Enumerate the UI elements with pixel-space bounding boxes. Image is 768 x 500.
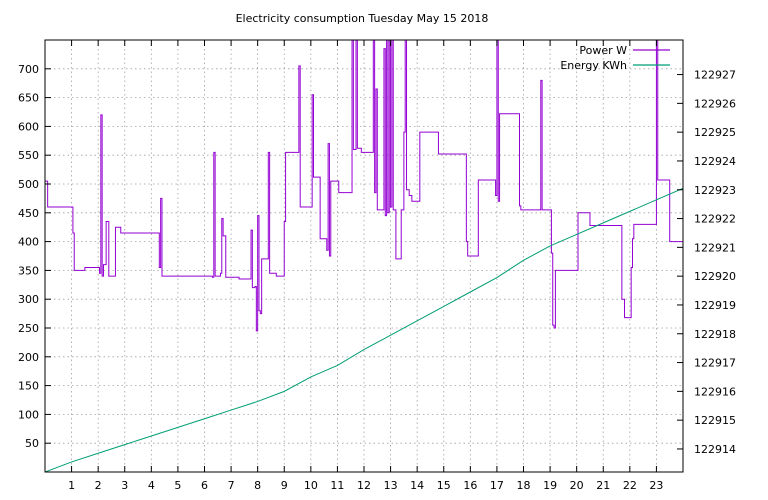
x-tick-label: 16	[463, 479, 477, 492]
x-tick-label: 18	[517, 479, 531, 492]
legend-label-power: Power W	[579, 44, 627, 57]
y2-tick-label: 122927	[694, 69, 736, 82]
y-tick-label: 600	[18, 120, 39, 133]
y-tick-label: 100	[18, 408, 39, 421]
x-tick-label: 1	[68, 479, 75, 492]
y2-tick-label: 122919	[694, 299, 736, 312]
x-tick-label: 11	[330, 479, 344, 492]
x-tick-label: 8	[254, 479, 261, 492]
x-tick-label: 5	[174, 479, 181, 492]
y2-tick-label: 122917	[694, 357, 736, 370]
y-tick-label: 150	[18, 380, 39, 393]
x-tick-label: 15	[437, 479, 451, 492]
y2-tick-label: 122920	[694, 270, 736, 283]
x-tick-label: 23	[649, 479, 663, 492]
y-tick-label: 700	[18, 63, 39, 76]
x-tick-label: 7	[228, 479, 235, 492]
y-tick-label: 450	[18, 207, 39, 220]
y-tick-label: 300	[18, 293, 39, 306]
axis-ticks: 1 2 3 4 5 6 7 8 9 10 11 12 13 14 15 16 17 18 19 20 21 22 23501…	[18, 40, 736, 492]
legend: Power W Energy KWh	[560, 44, 670, 72]
y2-tick-label: 122921	[694, 241, 736, 254]
x-tick-label: 12	[357, 479, 371, 492]
y2-tick-label: 122924	[694, 155, 736, 168]
y2-tick-label: 122916	[694, 385, 736, 398]
y2-tick-label: 122926	[694, 97, 736, 110]
x-tick-label: 3	[121, 479, 128, 492]
y-tick-label: 250	[18, 322, 39, 335]
y-tick-label: 550	[18, 149, 39, 162]
y-tick-label: 200	[18, 351, 39, 364]
series-line-energy	[45, 187, 683, 472]
y2-tick-label: 122923	[694, 184, 736, 197]
y-tick-label: 400	[18, 236, 39, 249]
x-tick-label: 17	[490, 479, 504, 492]
grid	[45, 40, 683, 472]
y2-tick-label: 122915	[694, 414, 736, 427]
x-tick-label: 21	[596, 479, 610, 492]
x-tick-label: 14	[410, 479, 424, 492]
series-line-power	[45, 40, 683, 332]
y-tick-label: 650	[18, 92, 39, 105]
y2-tick-label: 122922	[694, 213, 736, 226]
series-layer	[45, 40, 683, 472]
y-tick-label: 50	[25, 437, 39, 450]
x-tick-label: 13	[384, 479, 398, 492]
legend-label-energy: Energy KWh	[560, 59, 627, 72]
y-tick-label: 500	[18, 178, 39, 191]
x-tick-label: 2	[95, 479, 102, 492]
chart-title: Electricity consumption Tuesday May 15 2…	[236, 12, 489, 25]
x-tick-label: 6	[201, 479, 208, 492]
y2-tick-label: 122918	[694, 328, 736, 341]
x-tick-label: 9	[281, 479, 288, 492]
y2-tick-label: 122914	[694, 443, 736, 456]
y2-tick-label: 122925	[694, 126, 736, 139]
x-tick-label: 20	[570, 479, 584, 492]
x-tick-label: 22	[623, 479, 637, 492]
y-tick-label: 350	[18, 264, 39, 277]
x-tick-label: 10	[304, 479, 318, 492]
x-tick-label: 19	[543, 479, 557, 492]
x-tick-label: 4	[148, 479, 155, 492]
